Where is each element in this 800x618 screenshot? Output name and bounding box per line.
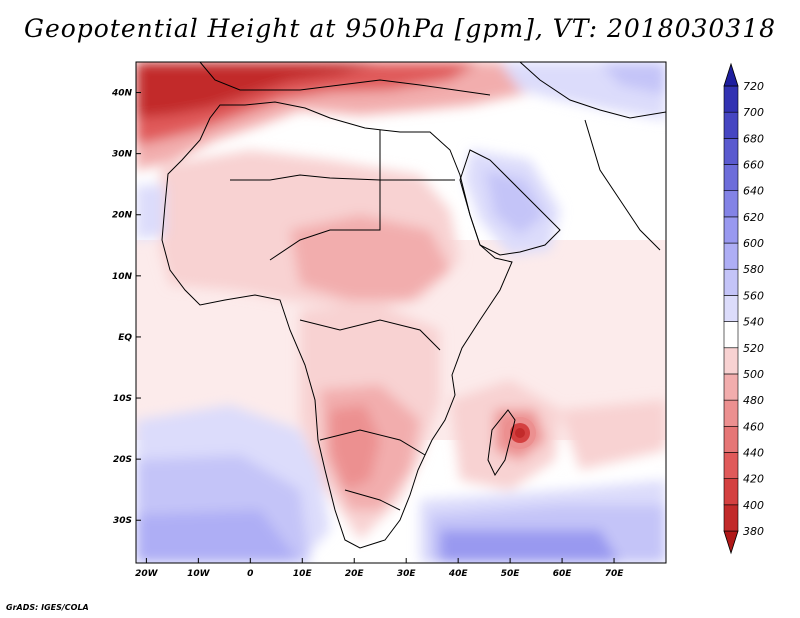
colorbar-swatch [723,164,739,192]
lat-label: EQ [118,333,132,343]
colorbar-label: 640 [743,185,764,198]
height-field [136,62,666,563]
lat-label: 10N [112,272,133,282]
colorbar-swatch [723,85,739,113]
colorbar-max-arrow [723,62,739,87]
colorbar-label: 400 [743,499,764,512]
colorbar-swatch [723,347,739,375]
lon-label: 0 [247,569,253,579]
colorbar-swatch [723,295,739,322]
lon-label: 70E [605,569,625,579]
lon-label: 30E [397,569,417,579]
colorbar-label: 540 [743,316,764,329]
lat-label: 20S [113,455,132,465]
lon-label: 50E [501,569,521,579]
colorbar-swatch [723,478,739,506]
lat-label: 10S [113,394,132,404]
colorbar-swatch [723,321,739,349]
colorbar-swatch [723,190,739,218]
lon-label: 10W [187,569,211,579]
lon-label: 60E [553,569,573,579]
coastlines [161,62,666,549]
colorbar-label: 660 [743,159,764,172]
colorbar-label: 420 [743,473,764,486]
colorbar-label: 560 [743,289,764,302]
lat-label: 40N [111,89,133,99]
map-title: Geopotential Height at 950hPa [gpm], VT:… [23,14,777,43]
colorbar-label: 520 [743,342,764,355]
colorbar-swatch [723,242,739,270]
colorbar-swatch [723,504,739,532]
colorbar-label: 720 [743,80,764,93]
colorbar-label: 380 [743,525,764,538]
colorbar-label: 620 [743,211,764,224]
lat-label: 30S [113,516,132,526]
grads-credit: GrADS: IGES/COLA [6,603,89,612]
colorbar-swatch [723,216,739,244]
lon-label: 10E [293,569,313,579]
colorbar-label: 700 [743,106,764,119]
colorbar-swatch [723,111,739,139]
colorbar-label: 680 [743,132,764,145]
latitude-axis: 40N 30N 20N 10N EQ 10S 20S 30S [111,89,141,526]
colorbar-label: 460 [743,420,764,433]
colorbar-label: 500 [743,368,764,381]
longitude-axis: 20W 10W 0 10E 20E 30E 40E 50E 60E 70E [135,558,624,579]
colorbar: 380 400 420 440 460 480 500 520 540 560 580 600 620 6… [723,62,764,555]
colorbar-label: 440 [743,446,764,459]
colorbar-label: 600 [743,237,764,250]
colorbar-swatch [723,452,739,479]
lon-label: 20W [135,569,159,579]
colorbar-label: 580 [743,263,764,276]
lon-label: 40E [448,569,469,579]
map-frame [135,61,667,564]
colorbar-swatch [723,399,739,427]
colorbar-label: 480 [743,394,764,407]
colorbar-swatch [723,268,739,296]
lat-label: 20N [112,211,133,221]
colorbar-swatch [723,425,739,453]
colorbar-swatch [723,373,739,401]
lon-label: 20E [345,569,365,579]
lat-label: 30N [112,150,133,160]
colorbar-swatch [723,138,739,165]
colorbar-min-arrow [723,530,739,555]
